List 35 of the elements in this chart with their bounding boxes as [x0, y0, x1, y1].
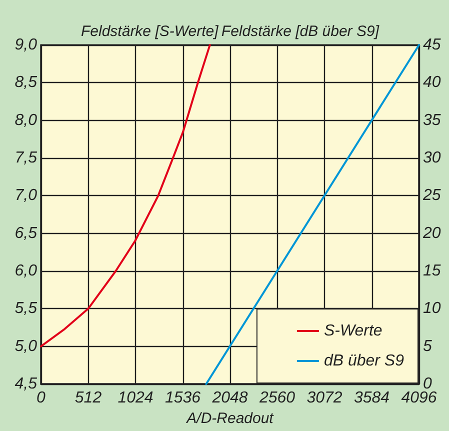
y2-tick-label: 20 [422, 224, 441, 242]
y2-tick-label: 10 [423, 300, 441, 318]
x-tick-label: 1536 [164, 390, 201, 406]
x-tick-label: 512 [74, 390, 102, 406]
x-tick-label: 3072 [306, 390, 342, 406]
x-tick-label: 4096 [401, 390, 437, 406]
y-tick-label: 7,5 [14, 150, 38, 166]
y-tick-label: 7,0 [14, 187, 38, 204]
y2-tick-label: 35 [423, 112, 441, 129]
y-tick-label: 4,5 [14, 376, 38, 392]
y2-axis-title: Feldstärke [dB über S9] [221, 23, 380, 40]
y-axis-title: Feldstärke [S-Werte] [81, 23, 220, 40]
y-tick-label: 8,5 [14, 74, 38, 92]
x-tick-label: 1024 [118, 390, 154, 406]
legend-label: S-Werte [324, 322, 382, 340]
x-axis-title: A/D-Readout [186, 410, 274, 427]
y2-tick-label: 45 [423, 36, 441, 54]
y-tick-label: 5,5 [14, 300, 38, 318]
y2-tick-label: 30 [423, 150, 441, 166]
legend-label: dB über S9 [324, 352, 404, 370]
y-tick-label: 5,0 [14, 338, 38, 355]
y2-tick-label: 40 [423, 74, 441, 92]
y2-tick-label: 25 [422, 187, 441, 204]
y2-tick-label: 15 [423, 262, 441, 280]
y-tick-label: 8,0 [14, 112, 38, 129]
y-tick-label: 6,5 [14, 224, 38, 242]
x-tick-label: 2048 [211, 390, 248, 406]
x-tick-label: 0 [36, 390, 46, 406]
x-tick-label: 2560 [258, 390, 296, 406]
y-tick-label: 6,0 [14, 262, 38, 280]
y-tick-label: 9,0 [14, 36, 38, 54]
y2-tick-label: 0 [423, 376, 432, 392]
line-series [40, 44, 211, 348]
x-tick-label: 3584 [354, 390, 390, 406]
y2-tick-label: 5 [423, 338, 432, 355]
